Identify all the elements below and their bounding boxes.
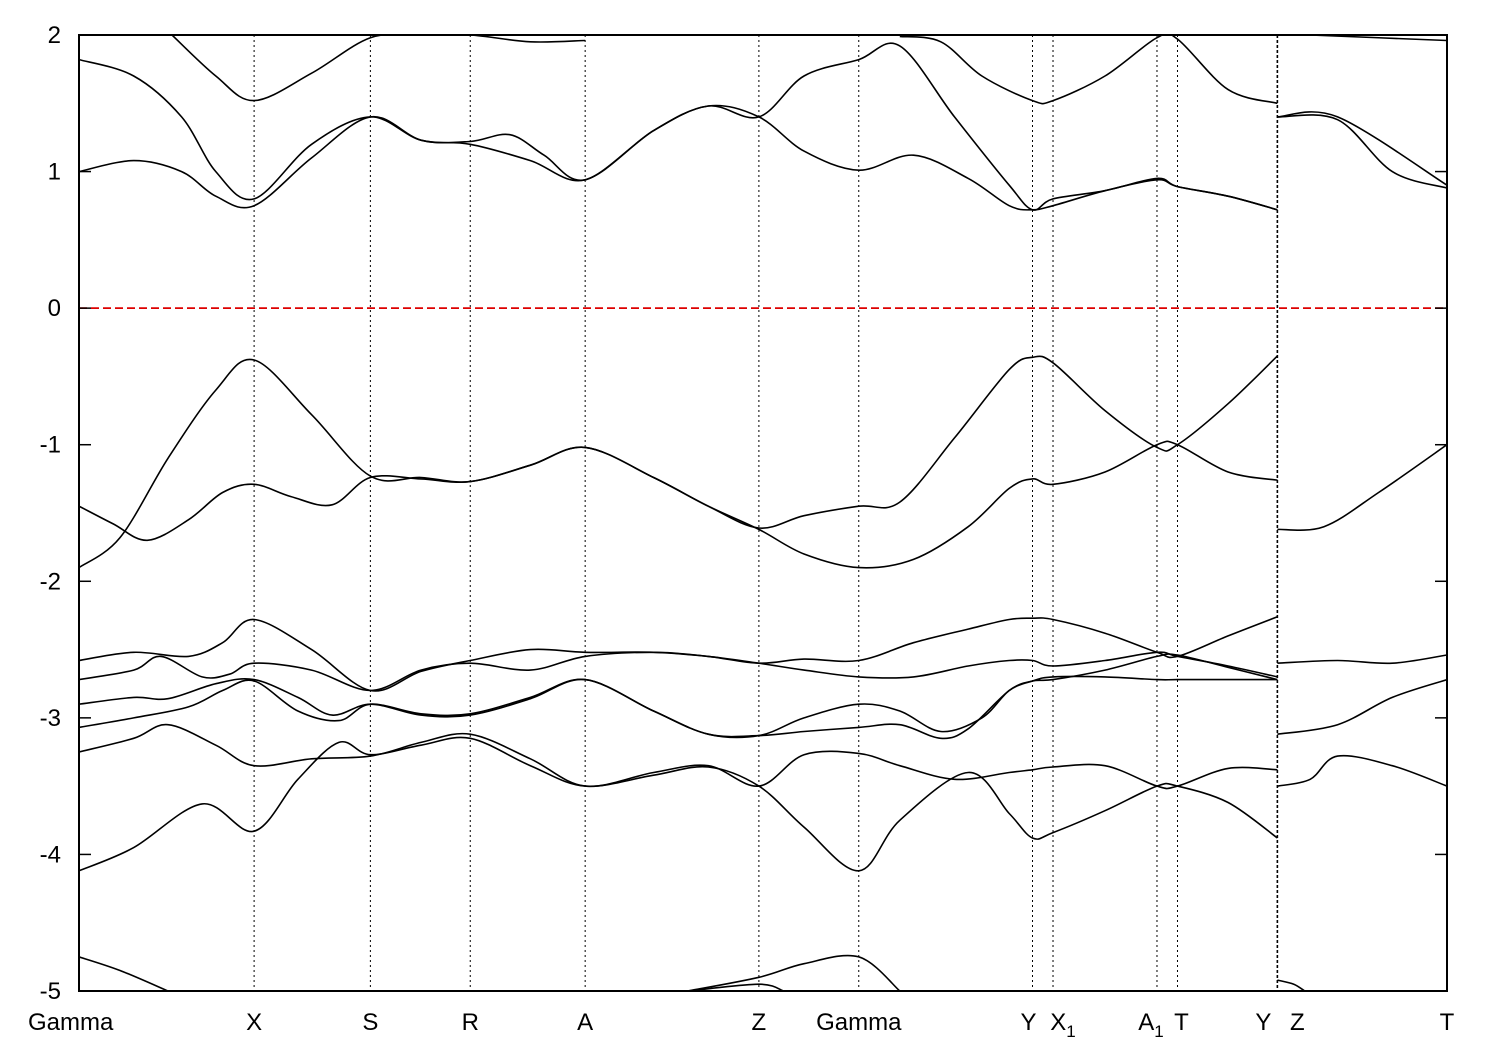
band-14 [79, 723, 1278, 790]
band-4 [79, 42, 1278, 211]
band-20 [687, 954, 901, 991]
band-19 [79, 956, 169, 991]
kpoint-label-2: S [362, 1009, 378, 1036]
band-5 [171, 35, 586, 102]
kpoint-label-13: T [1440, 1009, 1455, 1036]
band-2 [1277, 444, 1447, 531]
kpoint-label-10: T [1174, 1009, 1189, 1036]
band-0 [79, 355, 1278, 569]
band-12 [79, 675, 1278, 739]
x-axis-kpoint-labels: Gamma X S R A Z Gamma Y X1 A1 T Y Z T [28, 1009, 1455, 1041]
band-1 [79, 440, 1278, 569]
y-tick-label-1: 1 [48, 159, 61, 186]
band-8 [1277, 111, 1447, 186]
band-series-layer [79, 35, 1447, 991]
band-21 [687, 983, 784, 991]
y-tick-label-5: -3 [40, 705, 61, 732]
y-axis-ticks: 2 1 0 -1 -2 -3 -4 -5 [40, 22, 1447, 1005]
kpoint-label-8: X1 [1050, 1009, 1075, 1041]
band-7 [1277, 114, 1447, 189]
kpoint-label-6: Gamma [816, 1009, 902, 1036]
band-18 [1277, 754, 1447, 787]
kpoint-label-7: Y [1020, 1009, 1036, 1036]
band-22 [1277, 979, 1306, 991]
band-3 [79, 104, 1278, 211]
y-tick-label-4: -2 [40, 568, 61, 595]
kpoint-label-0: Gamma [28, 1009, 114, 1036]
kpoint-label-5: Z [752, 1009, 767, 1036]
kpoint-label-1: X [246, 1009, 262, 1036]
y-tick-label-0: 2 [48, 22, 61, 49]
kpoint-label-3: R [462, 1009, 479, 1036]
kpoint-label-9: A1 [1138, 1009, 1163, 1041]
y-tick-label-7: -5 [40, 978, 61, 1005]
kpoint-label-12: Z [1290, 1009, 1305, 1036]
band-16 [1277, 654, 1447, 665]
y-tick-label-3: -1 [40, 432, 61, 459]
band-17 [1277, 678, 1447, 735]
y-tick-label-2: 0 [48, 295, 61, 322]
band-11 [79, 651, 1278, 692]
kpoint-label-4: A [577, 1009, 593, 1036]
y-tick-label-6: -4 [40, 841, 61, 868]
band-6 [899, 35, 1278, 105]
band-13 [79, 653, 1278, 740]
kpoint-label-11: Y [1255, 1009, 1271, 1036]
plot-frame [78, 34, 1448, 992]
band-15 [79, 736, 1278, 872]
kpoint-divider-lines [253, 35, 1279, 991]
